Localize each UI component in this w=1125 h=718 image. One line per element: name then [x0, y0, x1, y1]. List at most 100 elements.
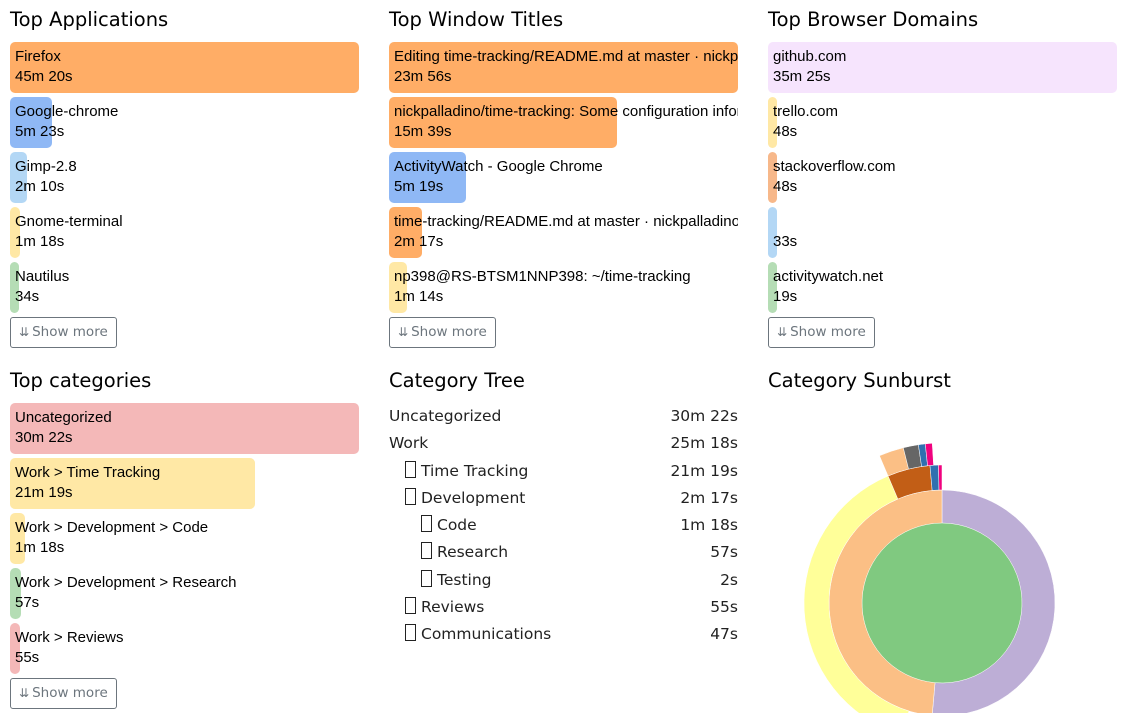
browser-domains-list: github.com 35m 25s trello.com 48s stackoverf… [768, 42, 1117, 313]
list-item[interactable]: Google-chrome 5m 23s [10, 97, 359, 148]
item-name: time-tracking/README.md at master · nick… [394, 213, 738, 230]
tree-duration: 30m 22s [670, 407, 738, 425]
item-duration: 48s [773, 123, 798, 140]
top-categories-panel: Top categories Uncategorized 30m 22s Work … [10, 361, 359, 709]
list-item[interactable]: time-tracking/README.md at master · nick… [389, 207, 738, 258]
tree-node-icon [421, 542, 432, 560]
show-more-button[interactable]: ⇊ Show more [389, 317, 496, 348]
bar-fill [10, 42, 359, 93]
panel-title: Top categories [10, 369, 152, 392]
list-item[interactable]: Firefox 45m 20s [10, 42, 359, 93]
panel-title: Top Applications [10, 8, 169, 31]
category-tree: Uncategorized 30m 22s Work 25m 18s Time Trac… [389, 403, 738, 649]
top-applications-panel: Top Applications Firefox 45m 20s Google-ch… [10, 0, 359, 348]
tree-row[interactable]: Reviews 55s [389, 594, 738, 621]
list-item[interactable]: ActivityWatch - Google Chrome 5m 19s [389, 152, 738, 203]
show-more-button[interactable]: ⇊ Show more [768, 317, 875, 348]
item-duration: 5m 23s [15, 123, 65, 140]
item-name: Nautilus [15, 268, 70, 285]
item-duration: 30m 22s [15, 429, 73, 446]
window-titles-list: Editing time-tracking/README.md at maste… [389, 42, 738, 313]
bar-fill [10, 97, 52, 148]
bar-fill [10, 513, 25, 564]
list-item[interactable]: nickpalladino/time-tracking: Some config… [389, 97, 738, 148]
tree-node-icon [405, 597, 416, 615]
tree-row[interactable]: Uncategorized 30m 22s [389, 403, 738, 430]
tree-row[interactable]: Testing 2s [389, 567, 738, 594]
tree-label: Development [421, 488, 526, 507]
list-item[interactable]: github.com 35m 25s [768, 42, 1117, 93]
category-sunburst-panel: Category Sunburst [768, 361, 1117, 718]
tree-label: Time Tracking [421, 461, 529, 480]
tree-label: Communications [421, 625, 552, 644]
tree-node-icon [405, 460, 416, 478]
panel-title: Top Window Titles [389, 8, 564, 31]
item-duration: 34s [15, 288, 40, 305]
tree-row[interactable]: Communications 47s [389, 621, 738, 648]
show-more-button[interactable]: ⇊ Show more [10, 678, 117, 709]
bar-fill [10, 262, 19, 313]
item-name: Gnome-terminal [15, 213, 123, 230]
list-item[interactable]: stackoverflow.com 48s [768, 152, 1117, 203]
sunburst-chart[interactable] [768, 403, 1117, 718]
item-duration: 57s [15, 594, 40, 611]
show-more-button[interactable]: ⇊ Show more [10, 317, 117, 348]
tree-row[interactable]: Work 25m 18s [389, 430, 738, 457]
item-name: ActivityWatch - Google Chrome [394, 158, 603, 175]
tree-row[interactable]: Time Tracking 21m 19s [389, 458, 738, 485]
item-name: stackoverflow.com [773, 158, 896, 175]
tree-label: Research [437, 543, 509, 562]
sunburst-segment-development-child[interactable] [925, 443, 934, 467]
item-duration: 23m 56s [394, 68, 452, 85]
bar-fill [10, 458, 255, 509]
list-item[interactable]: trello.com 48s [768, 97, 1117, 148]
list-item[interactable]: np398@RS-BTSM1NNP398: ~/time-tracking 1m … [389, 262, 738, 313]
top-browser-domains-panel: Top Browser Domains github.com 35m 25s tre… [768, 0, 1117, 348]
item-name: nickpalladino/time-tracking: Some config… [394, 103, 738, 120]
tree-node-icon [421, 515, 432, 533]
tree-row[interactable]: Development 2m 17s [389, 485, 738, 512]
list-item[interactable]: Work > Reviews 55s [10, 623, 359, 674]
item-name: activitywatch.net [773, 268, 884, 285]
bar-fill [10, 403, 359, 454]
tree-row[interactable]: Code 1m 18s [389, 512, 738, 539]
double-chevron-down-icon: ⇊ [19, 686, 30, 700]
list-item[interactable]: Work > Development > Code 1m 18s [10, 513, 359, 564]
tree-duration: 57s [710, 543, 738, 562]
sunburst-segment-communications[interactable] [938, 464, 943, 491]
item-name: Firefox [15, 48, 61, 65]
list-item[interactable]: activitywatch.net 19s [768, 262, 1117, 313]
bar-fill [768, 42, 1117, 93]
item-duration: 1m 18s [15, 539, 65, 556]
item-duration: 48s [773, 178, 798, 195]
applications-list: Firefox 45m 20s Google-chrome 5m 23s Gimp-2.… [10, 42, 359, 313]
double-chevron-down-icon: ⇊ [398, 325, 409, 339]
list-item[interactable]: Gnome-terminal 1m 18s [10, 207, 359, 258]
bar-fill [10, 152, 27, 203]
bar-fill [389, 97, 617, 148]
sunburst-center[interactable] [862, 523, 1022, 683]
list-item[interactable]: Work > Development > Research 57s [10, 568, 359, 619]
tree-row[interactable]: Research 57s [389, 539, 738, 566]
item-duration: 21m 19s [15, 484, 73, 501]
item-name: Uncategorized [15, 409, 112, 426]
tree-node-icon [405, 624, 416, 642]
bar-fill [10, 207, 20, 258]
list-item[interactable]: Editing time-tracking/README.md at maste… [389, 42, 738, 93]
tree-duration: 2s [720, 570, 738, 589]
list-item[interactable]: Nautilus 34s [10, 262, 359, 313]
list-item[interactable]: Work > Time Tracking 21m 19s [10, 458, 359, 509]
item-name: Work > Development > Research [15, 574, 237, 591]
bar-fill [768, 262, 777, 313]
list-item[interactable]: Uncategorized 30m 22s [10, 403, 359, 454]
item-duration: 2m 17s [394, 233, 444, 250]
list-item[interactable]: Gimp-2.8 2m 10s [10, 152, 359, 203]
panel-title: Category Tree [389, 369, 525, 392]
bar-fill [389, 42, 738, 93]
item-duration: 1m 14s [394, 288, 444, 305]
categories-list: Uncategorized 30m 22s Work > Time Tracking… [10, 403, 359, 674]
item-name: Editing time-tracking/README.md at maste… [394, 48, 738, 65]
bar-fill [389, 152, 466, 203]
list-item[interactable]: 33s [768, 207, 1117, 258]
item-duration: 5m 19s [394, 178, 444, 195]
